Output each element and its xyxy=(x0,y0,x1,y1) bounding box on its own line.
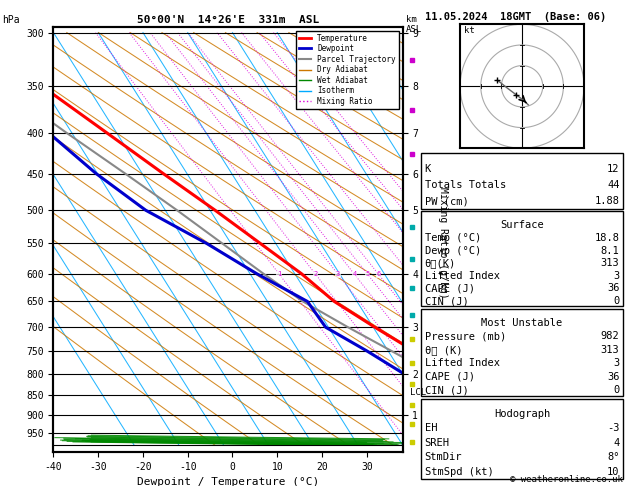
Text: 2: 2 xyxy=(313,271,318,277)
Text: EH: EH xyxy=(425,423,437,434)
Text: 18.8: 18.8 xyxy=(594,233,620,243)
Text: km
ASL: km ASL xyxy=(406,15,422,34)
Text: 313: 313 xyxy=(601,258,620,268)
Text: Dewp (°C): Dewp (°C) xyxy=(425,245,481,256)
Text: SREH: SREH xyxy=(425,438,450,448)
X-axis label: Dewpoint / Temperature (°C): Dewpoint / Temperature (°C) xyxy=(137,477,319,486)
Text: Pressure (mb): Pressure (mb) xyxy=(425,331,506,342)
Text: Surface: Surface xyxy=(500,220,544,230)
Text: 4: 4 xyxy=(352,271,357,277)
Text: 50°00'N  14°26'E  331m  ASL: 50°00'N 14°26'E 331m ASL xyxy=(137,15,319,25)
Text: Most Unstable: Most Unstable xyxy=(481,318,563,328)
Text: Hodograph: Hodograph xyxy=(494,409,550,419)
Text: © weatheronline.co.uk: © weatheronline.co.uk xyxy=(510,474,623,484)
Text: PW (cm): PW (cm) xyxy=(425,196,469,206)
Text: CAPE (J): CAPE (J) xyxy=(425,372,474,382)
Text: CAPE (J): CAPE (J) xyxy=(425,283,474,294)
Text: Totals Totals: Totals Totals xyxy=(425,180,506,190)
Text: 8°: 8° xyxy=(607,452,620,463)
Text: 0: 0 xyxy=(613,385,620,395)
Text: K: K xyxy=(425,164,431,174)
Text: 982: 982 xyxy=(601,331,620,342)
Text: 8.1: 8.1 xyxy=(601,245,620,256)
Text: CIN (J): CIN (J) xyxy=(425,296,469,306)
Legend: Temperature, Dewpoint, Parcel Trajectory, Dry Adiabat, Wet Adiabat, Isotherm, Mi: Temperature, Dewpoint, Parcel Trajectory… xyxy=(296,31,399,109)
Text: 10: 10 xyxy=(607,467,620,477)
Text: Lifted Index: Lifted Index xyxy=(425,358,499,368)
Text: StmSpd (kt): StmSpd (kt) xyxy=(425,467,493,477)
Text: hPa: hPa xyxy=(2,15,19,25)
Text: CIN (J): CIN (J) xyxy=(425,385,469,395)
Text: 12: 12 xyxy=(607,164,620,174)
Text: kt: kt xyxy=(464,26,475,35)
Text: 3: 3 xyxy=(613,271,620,281)
Text: 1.88: 1.88 xyxy=(594,196,620,206)
Text: θᴇ (K): θᴇ (K) xyxy=(425,345,462,355)
Text: LCL: LCL xyxy=(409,388,426,397)
Text: θᴇ(K): θᴇ(K) xyxy=(425,258,456,268)
Text: -3: -3 xyxy=(607,423,620,434)
Text: 11.05.2024  18GMT  (Base: 06): 11.05.2024 18GMT (Base: 06) xyxy=(425,12,606,22)
Text: StmDir: StmDir xyxy=(425,452,462,463)
Text: 44: 44 xyxy=(607,180,620,190)
Text: 4: 4 xyxy=(613,438,620,448)
Text: 6: 6 xyxy=(376,271,381,277)
Text: Lifted Index: Lifted Index xyxy=(425,271,499,281)
Text: 3: 3 xyxy=(336,271,340,277)
Text: 0: 0 xyxy=(613,296,620,306)
Text: 5: 5 xyxy=(365,271,370,277)
Text: 3: 3 xyxy=(613,358,620,368)
Text: Temp (°C): Temp (°C) xyxy=(425,233,481,243)
Text: 313: 313 xyxy=(601,345,620,355)
Text: Mixing Ratio (g/kg): Mixing Ratio (g/kg) xyxy=(438,187,448,299)
Text: 36: 36 xyxy=(607,372,620,382)
Text: 36: 36 xyxy=(607,283,620,294)
Text: 1: 1 xyxy=(277,271,281,277)
